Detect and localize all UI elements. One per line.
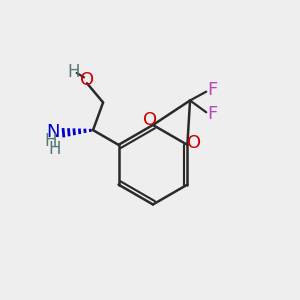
Text: H: H	[44, 132, 57, 150]
Text: O: O	[143, 111, 157, 129]
Text: H: H	[68, 62, 80, 80]
Text: F: F	[207, 105, 217, 123]
Text: O: O	[80, 71, 94, 89]
Text: F: F	[207, 81, 217, 99]
Text: H: H	[49, 140, 61, 158]
Text: O: O	[187, 134, 201, 152]
Text: N: N	[46, 123, 59, 141]
